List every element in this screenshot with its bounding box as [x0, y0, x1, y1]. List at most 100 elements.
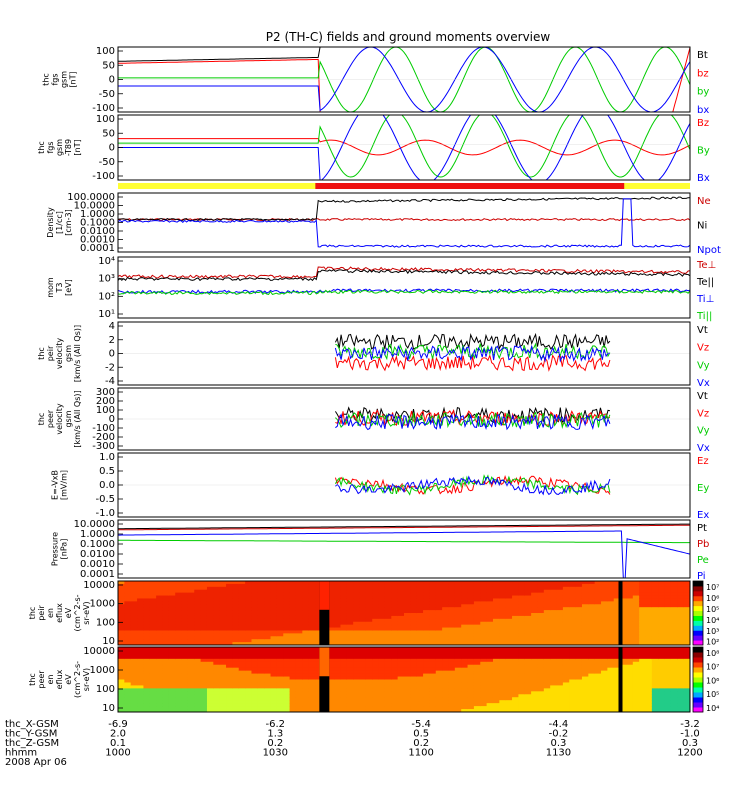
series-line [118, 115, 690, 178]
y-label-line: sr-eV) [82, 601, 91, 624]
y-tick-label: -0.5 [95, 494, 115, 505]
legend-Vt: Vt [697, 391, 708, 402]
y-tick-label: 100 [96, 114, 115, 125]
x-axis-value: 0.1 [110, 738, 126, 749]
legend-By: By [697, 146, 710, 157]
y-label-line: peer [37, 670, 46, 689]
series-line [335, 409, 611, 426]
x-axis-value: -6.9 [108, 719, 128, 730]
colorbar-tick-label: 10² [706, 638, 719, 647]
y-axis-label: mom T3 [eV] [46, 277, 73, 298]
y-label-line: velocity [55, 403, 64, 435]
y-label-line: gsm [64, 345, 73, 362]
y-tick-label: 0.0100 [80, 226, 115, 237]
y-label-line: (cm^2-s- [73, 661, 82, 698]
y-tick-label: -100 [92, 423, 115, 434]
y-tick-label: 10³ [98, 274, 115, 285]
x-axis-value: 1130 [546, 748, 571, 759]
legend-Vt: Vt [697, 325, 708, 336]
y-tick-label: 1000 [90, 665, 115, 676]
legend-Bx: Bx [697, 173, 710, 184]
y-tick-label: -200 [92, 432, 115, 443]
y-tick-label: 100 [96, 684, 115, 695]
plot-area [118, 47, 690, 112]
y-axis-label: E=-VxB [mV/m] [51, 470, 69, 500]
x-axis-row-label: hhmm [5, 748, 37, 759]
panel-temperature: Te⊥ Te|| Ti⊥ Ti|| 10⁴ 10³ 10² 10¹ mom T3 [eV] [46, 256, 716, 322]
y-label-line: peir [46, 345, 55, 361]
legend-Ne: Ne [697, 196, 711, 207]
colorbar-tick-label: 10⁷ [706, 663, 719, 672]
plot-area [118, 115, 690, 180]
x-axis-value: -1.0 [680, 729, 700, 740]
plot-area [118, 332, 690, 372]
legend-Vz: Vz [697, 408, 709, 419]
legend-Vy: Vy [697, 360, 710, 371]
y-tick-label: -50 [99, 157, 115, 168]
y-axis-label: Density [1/cc] [cm-3] [46, 207, 73, 238]
y-label-line: T3 [55, 283, 64, 294]
legend-Npot: Npot [697, 245, 721, 256]
y-label-line: [nPa] [60, 539, 69, 560]
plot-area [118, 406, 690, 431]
plot-area [118, 266, 690, 296]
y-tick-label: 2 [109, 335, 115, 346]
y-label-line: [nT] [73, 139, 82, 155]
y-label-line: thc [28, 607, 37, 620]
y-label-line: eflux [55, 603, 64, 623]
y-tick-label: 0.1000 [80, 539, 115, 550]
legend-Bt: Bt [697, 50, 708, 61]
y-tick-label: 0.0010 [80, 559, 115, 570]
legend-Pb: Pb [697, 539, 709, 550]
series-line [118, 530, 690, 578]
x-axis-value: 0.3 [550, 738, 566, 749]
legend: Bz By Bx [697, 118, 710, 184]
legend: Te⊥ Te|| Ti⊥ Ti|| [696, 260, 716, 322]
series-line [118, 47, 690, 112]
x-axis-value: 0.2 [267, 738, 283, 749]
y-tick-label: 100 [96, 617, 115, 628]
y-label-line: (cm^2-s- [73, 594, 82, 631]
y-tick-label: 10000 [83, 646, 115, 657]
y-tick-label: -300 [92, 441, 115, 452]
y-label-line: eV [64, 607, 73, 618]
y-tick-label: 10² [98, 291, 115, 302]
y-label-line: thc [28, 673, 37, 686]
legend-Vz: Vz [697, 343, 709, 354]
y-tick-label: 200 [96, 396, 115, 407]
x-axis-value: -4.4 [549, 719, 569, 730]
x-axis-row-label: thc_Y-GSM [5, 729, 57, 740]
legend: Vt Vz Vy Vx [697, 391, 710, 454]
series-line [334, 475, 611, 495]
legend-Vx: Vx [697, 378, 710, 389]
legend-Pe: Pe [697, 555, 709, 566]
panel-frame [117, 519, 691, 579]
y-label-line: Density [46, 207, 55, 238]
y-tick-label: -100 [92, 171, 115, 182]
y-label-line: Pressure [51, 532, 60, 566]
panel-frame [117, 646, 691, 713]
legend: Pt Pb Pe Pi [697, 523, 709, 582]
legend: Ez Ey Ex [697, 456, 709, 521]
series-line [118, 523, 690, 530]
colorbar-tick-label: 10⁵ [706, 605, 719, 614]
y-label-line: -T89 [64, 139, 73, 156]
legend-Ti||: Ti|| [696, 311, 712, 322]
y-tick-label: 100 [96, 46, 115, 57]
panel-frame [117, 580, 691, 646]
y-label-line: [1/cc] [55, 211, 64, 234]
y-tick-label: 0.0100 [80, 549, 115, 560]
y-tick-label: 1.0000 [80, 529, 115, 540]
y-label-line: en [46, 675, 55, 685]
y-label-line: en [46, 608, 55, 618]
y-label-line: [cm-3] [64, 209, 73, 235]
y-tick-label: 10 [102, 703, 115, 714]
legend-bz: bz [697, 68, 709, 79]
legend-Te⊥: Te⊥ [696, 260, 716, 271]
y-tick-label: 10⁴ [98, 256, 115, 267]
panel-fgs_t89: Bz By Bx 100 50 0 -50 -100 thc fgs gsm -T89 [nT] [37, 114, 710, 184]
colorbar-tick-label: 10⁶ [706, 594, 719, 603]
